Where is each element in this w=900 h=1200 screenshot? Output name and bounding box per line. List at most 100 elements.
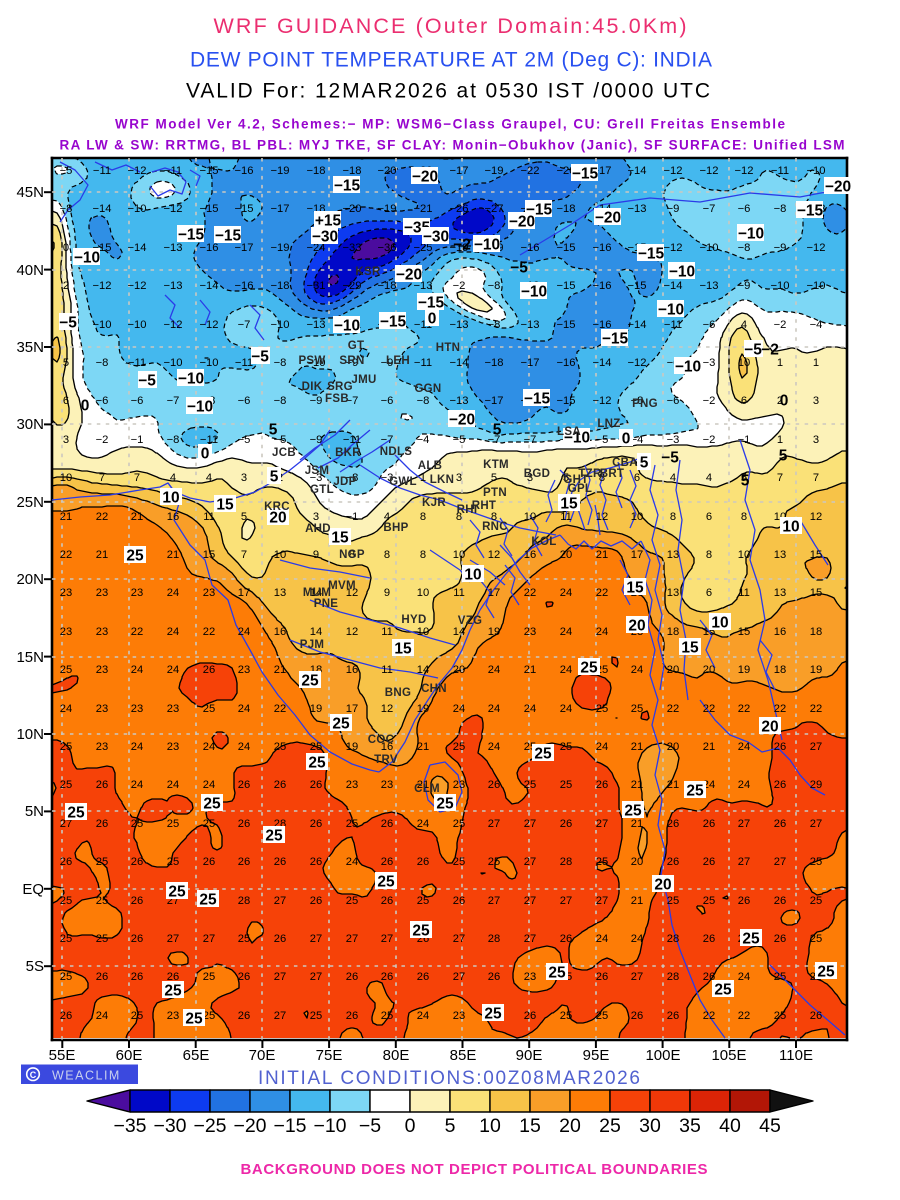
svg-text:22: 22 (703, 1010, 715, 1022)
svg-text:−15: −15 (334, 178, 361, 195)
svg-text:23: 23 (167, 741, 179, 753)
svg-text:8: 8 (384, 549, 390, 561)
svg-text:90E: 90E (516, 1047, 543, 1064)
svg-text:7: 7 (813, 472, 819, 484)
svg-text:25: 25 (686, 783, 704, 800)
svg-text:23: 23 (167, 703, 179, 715)
svg-text:18: 18 (667, 626, 679, 638)
svg-text:8: 8 (456, 511, 462, 523)
svg-text:8: 8 (349, 549, 355, 561)
svg-text:25: 25 (164, 983, 182, 1000)
svg-text:26: 26 (203, 856, 215, 868)
svg-text:−12: −12 (628, 357, 647, 369)
svg-text:15: 15 (519, 1115, 541, 1137)
svg-text:−10: −10 (669, 264, 695, 281)
svg-text:−13: −13 (307, 319, 326, 331)
svg-text:AHD: AHD (305, 523, 331, 535)
svg-text:2: 2 (63, 280, 69, 292)
svg-text:24: 24 (60, 703, 72, 715)
svg-text:−3: −3 (310, 472, 323, 484)
svg-text:14: 14 (310, 626, 322, 638)
svg-text:−20: −20 (825, 179, 851, 196)
svg-text:12: 12 (346, 626, 358, 638)
svg-text:GGN: GGN (414, 383, 441, 395)
svg-text:27: 27 (453, 933, 465, 945)
svg-text:−10: −10 (74, 250, 100, 267)
svg-text:27: 27 (524, 933, 536, 945)
svg-text:−17: −17 (521, 357, 540, 369)
svg-text:22: 22 (524, 587, 536, 599)
svg-text:26: 26 (381, 971, 393, 983)
svg-text:27: 27 (274, 1010, 286, 1022)
svg-text:−3: −3 (703, 357, 716, 369)
svg-text:27: 27 (596, 818, 608, 830)
svg-text:BKR: BKR (335, 447, 361, 459)
svg-text:25: 25 (60, 933, 72, 945)
svg-text:20: 20 (703, 664, 715, 676)
svg-text:0: 0 (201, 446, 210, 463)
svg-text:−2: −2 (453, 237, 471, 254)
svg-text:26: 26 (381, 895, 393, 907)
svg-text:DEW POINT TEMPERATURE AT 2M (D: DEW POINT TEMPERATURE AT 2M (Deg C): IND… (190, 49, 712, 72)
svg-text:26: 26 (667, 856, 679, 868)
svg-text:24: 24 (131, 741, 143, 753)
svg-text:−10: −10 (334, 318, 360, 335)
svg-text:25: 25 (417, 895, 429, 907)
svg-text:24: 24 (96, 1010, 108, 1022)
svg-text:10: 10 (417, 587, 429, 599)
svg-text:−15: −15 (418, 295, 445, 312)
svg-text:27: 27 (596, 895, 608, 907)
svg-text:10: 10 (738, 549, 750, 561)
svg-text:24: 24 (631, 664, 643, 676)
svg-text:GTL: GTL (310, 484, 334, 496)
svg-text:−27: −27 (485, 203, 504, 215)
svg-text:−8: −8 (96, 357, 109, 369)
svg-text:26: 26 (167, 971, 179, 983)
svg-text:25: 25 (346, 895, 358, 907)
svg-text:35N: 35N (16, 339, 44, 356)
svg-text:8: 8 (670, 511, 676, 523)
svg-text:25: 25 (631, 703, 643, 715)
svg-text:−7: −7 (381, 434, 394, 446)
svg-text:21: 21 (417, 779, 429, 791)
svg-text:28: 28 (667, 933, 679, 945)
svg-text:−14: −14 (450, 357, 469, 369)
svg-text:21: 21 (167, 549, 179, 561)
svg-text:−7: −7 (167, 395, 180, 407)
svg-text:−15: −15 (557, 395, 576, 407)
svg-text:3: 3 (313, 511, 319, 523)
svg-text:25: 25 (167, 818, 179, 830)
svg-text:7: 7 (99, 472, 105, 484)
svg-text:−10: −10 (313, 1115, 346, 1137)
svg-text:27: 27 (167, 933, 179, 945)
svg-text:4: 4 (170, 472, 176, 484)
svg-text:−10: −10 (675, 359, 701, 376)
svg-text:24: 24 (560, 626, 572, 638)
svg-text:−10: −10 (738, 226, 764, 243)
svg-text:−8: −8 (631, 395, 644, 407)
svg-text:75E: 75E (316, 1047, 343, 1064)
svg-text:21: 21 (596, 549, 608, 561)
svg-text:23: 23 (167, 1010, 179, 1022)
svg-text:5: 5 (640, 455, 649, 472)
svg-text:18: 18 (774, 664, 786, 676)
svg-text:−5: −5 (596, 434, 609, 446)
svg-text:3: 3 (241, 472, 247, 484)
svg-text:CLM: CLM (414, 783, 440, 795)
svg-text:NGP: NGP (339, 549, 365, 561)
svg-text:−13: −13 (164, 242, 183, 254)
svg-text:NDLS: NDLS (380, 446, 413, 458)
svg-text:JCB: JCB (272, 447, 296, 459)
svg-text:26: 26 (346, 971, 358, 983)
svg-text:LNZ: LNZ (597, 418, 620, 430)
svg-text:15: 15 (626, 580, 644, 597)
svg-text:−30: −30 (153, 1115, 186, 1137)
svg-text:GPL: GPL (568, 483, 593, 495)
svg-text:KTM: KTM (483, 459, 509, 471)
svg-text:26: 26 (274, 933, 286, 945)
svg-text:−6: −6 (703, 319, 716, 331)
svg-text:27: 27 (738, 818, 750, 830)
svg-text:GT: GT (348, 340, 365, 352)
svg-text:6: 6 (634, 472, 640, 484)
svg-text:25: 25 (377, 874, 395, 891)
